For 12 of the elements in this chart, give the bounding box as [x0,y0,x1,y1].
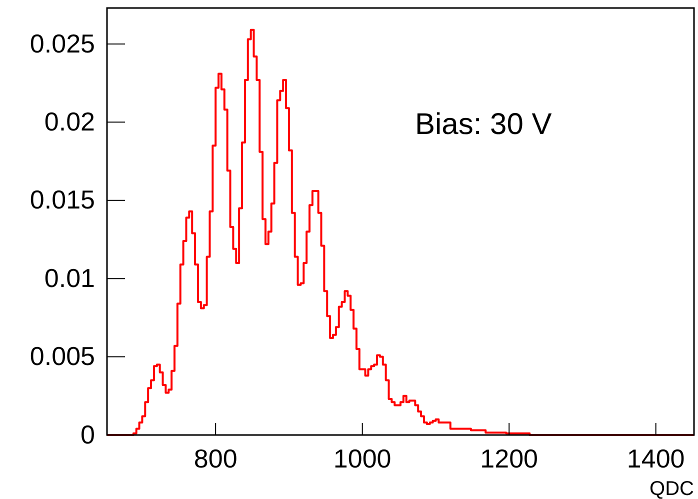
y-tick-label: 0.02 [44,106,95,136]
y-tick-label: 0.015 [30,184,95,215]
y-tick-label: 0.025 [30,28,95,58]
x-axis-title: QDC [650,478,694,499]
annotation: Bias: 30 V [415,108,552,141]
y-tick-label: 0.01 [44,262,95,293]
x-tick-label: 1200 [480,443,538,474]
x-tick-label: 1400 [626,443,685,474]
x-tick-label: 1000 [333,443,392,474]
y-tick-label: 0 [80,419,95,450]
y-tick-label: 0.005 [30,341,95,372]
x-tick-label: 800 [194,443,238,474]
